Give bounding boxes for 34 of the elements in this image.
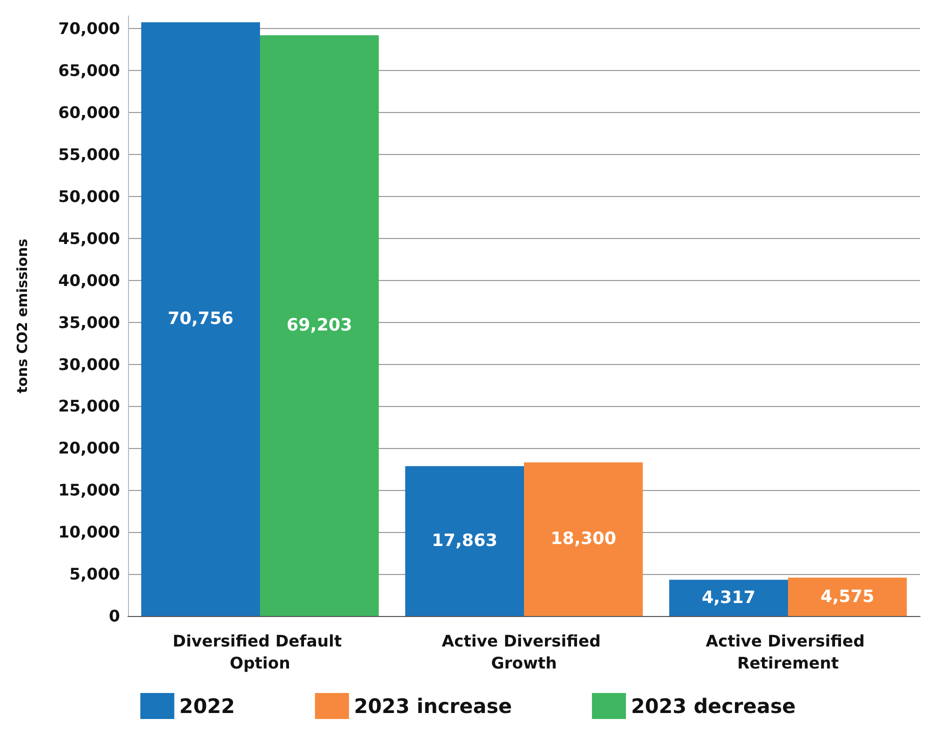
- legend-label: 2023 increase: [354, 694, 512, 718]
- bar: [524, 462, 643, 616]
- y-tick-label: 65,000: [58, 61, 120, 80]
- y-tick-label: 30,000: [58, 354, 120, 374]
- bar: [141, 22, 260, 616]
- y-tick-label: 55,000: [58, 144, 120, 164]
- data-label: 18,300: [550, 529, 616, 550]
- x-tick-label: Active Diversified Growth: [442, 632, 606, 672]
- y-tick-label: 20,000: [58, 438, 120, 458]
- x-tick-label: Active Diversified Retirement: [706, 632, 870, 672]
- data-label: 69,203: [286, 316, 352, 336]
- y-tick-label: 40,000: [58, 270, 120, 290]
- legend-label: 2023 decrease: [630, 694, 796, 718]
- y-axis-title: tons CO2 emissions: [15, 238, 31, 394]
- y-tick-label: 60,000: [58, 103, 120, 122]
- bar: [405, 466, 524, 616]
- bar: [260, 35, 379, 616]
- bar: [788, 578, 907, 616]
- y-tick-label: 70,000: [58, 19, 120, 38]
- data-label: 70,756: [168, 309, 234, 330]
- y-tick-label: 15,000: [58, 480, 120, 500]
- bar: [669, 580, 788, 616]
- data-label: 17,863: [432, 531, 498, 552]
- y-tick-label: 45,000: [58, 228, 120, 248]
- legend-label: 2022: [179, 694, 235, 718]
- y-tick-label: 5,000: [69, 564, 120, 584]
- y-tick-label: 35,000: [58, 312, 120, 332]
- y-tick-label: 10,000: [58, 522, 120, 542]
- y-tick-label: 25,000: [58, 396, 120, 416]
- y-tick-label: 50,000: [58, 186, 120, 206]
- data-label: 4,317: [702, 588, 756, 608]
- y-tick-label: 0: [108, 606, 120, 626]
- x-tick-label: Diversified Default Option: [172, 632, 348, 672]
- data-label: 4,575: [820, 586, 874, 607]
